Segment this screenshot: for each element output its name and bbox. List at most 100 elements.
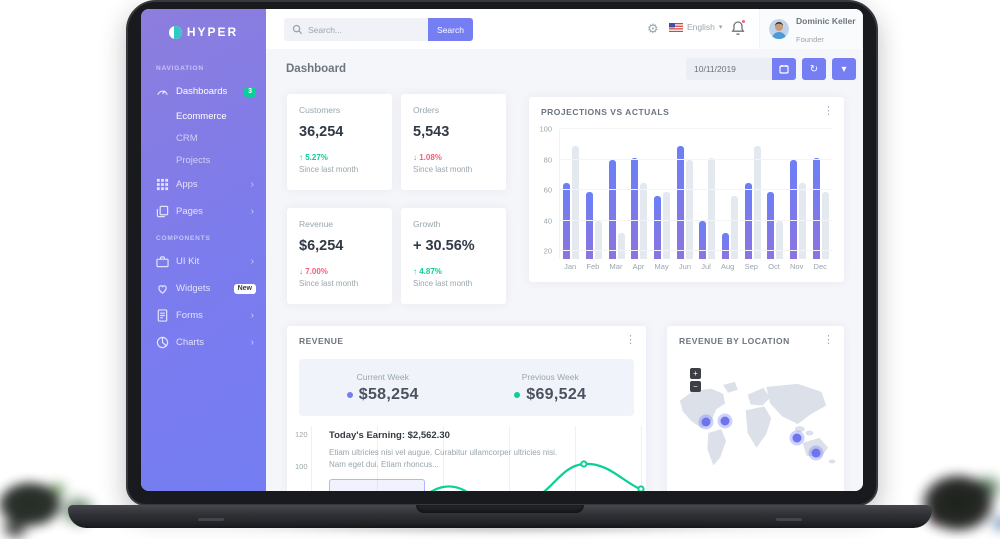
search-input[interactable] (284, 18, 428, 41)
x-axis-tick: Sep (744, 262, 758, 271)
sidebar-item-ui-kit[interactable]: UI Kit › (141, 248, 266, 275)
date-input[interactable] (686, 58, 772, 80)
projection-bar (821, 191, 829, 259)
language-selector[interactable]: English ▾ (669, 22, 722, 32)
projection-bar (640, 182, 648, 259)
map-marker-3[interactable] (792, 433, 802, 443)
map-zoom-controls: + − (690, 368, 701, 392)
x-axis-tick: Nov (790, 262, 804, 271)
current-week-label: Current Week (356, 371, 409, 382)
line-marker (580, 460, 588, 468)
stat-title: Growth (413, 219, 441, 229)
projection-bar (572, 145, 580, 259)
bar-group-mar (608, 129, 625, 259)
actual-bar (744, 182, 752, 259)
earning-title: Today's Earning: $2,562.30 (329, 430, 450, 441)
x-axis-tick: Feb (586, 262, 600, 271)
bar-group-apr (631, 129, 648, 259)
revenue-by-location-card: REVENUE BY LOCATION ⋮ + − (667, 326, 844, 491)
dropdown-button[interactable]: ▾ (832, 58, 856, 80)
revenue-card: REVENUE ⋮ Current Week $58,254 Previous … (287, 326, 646, 491)
y-axis-tick: 100 (539, 124, 552, 134)
sidebar-item-dashboards[interactable]: Dashboards 3 (141, 78, 266, 105)
y-axis-tick: 100 (295, 462, 308, 471)
bar-group-feb (585, 129, 602, 259)
projection-bar (776, 220, 784, 259)
card-title: PROJECTIONS VS ACTUALS (541, 107, 670, 117)
projection-bar (753, 145, 761, 259)
us-flag-icon (669, 22, 683, 32)
arrow-up-icon: ↑ (299, 153, 303, 162)
actual-bar (767, 191, 775, 259)
sidebar-item-forms[interactable]: Forms › (141, 302, 266, 329)
search-icon (292, 24, 303, 34)
chevron-right-icon: › (250, 206, 254, 217)
sidebar-item-label: Widgets (176, 283, 211, 294)
kebab-menu-icon[interactable]: ⋮ (625, 334, 636, 346)
revenue-cta-button[interactable] (329, 479, 425, 491)
projection-bar (798, 182, 806, 259)
gridline (560, 158, 832, 160)
sidebar: HYPER NAVIGATION Dashboards 3 Ecommerce … (141, 9, 266, 491)
previous-week: Previous Week $69,524 (467, 359, 635, 416)
search-button[interactable]: Search (428, 18, 473, 41)
line-marker (637, 485, 645, 491)
sidebar-item-apps[interactable]: Apps › (141, 171, 266, 198)
kebab-menu-icon[interactable]: ⋮ (823, 334, 834, 346)
chevron-right-icon: › (250, 337, 254, 348)
sidebar-item-projects[interactable]: Projects (176, 154, 211, 166)
zoom-in-button[interactable]: + (690, 368, 701, 379)
chevron-right-icon: › (250, 256, 254, 267)
pie-chart-icon (156, 336, 169, 349)
zoom-out-button[interactable]: − (690, 381, 701, 392)
sidebar-item-charts[interactable]: Charts › (141, 329, 266, 356)
x-axis-tick: May (654, 262, 669, 271)
sidebar-item-label: Apps (176, 179, 198, 190)
previous-week-label: Previous Week (521, 371, 579, 382)
sidebar-item-crm[interactable]: CRM (176, 132, 198, 144)
gear-icon[interactable]: ⚙ (647, 21, 659, 36)
actual-bar (812, 158, 820, 259)
sidebar-item-ecommerce[interactable]: Ecommerce (176, 110, 227, 122)
arrow-down-icon: ↓ (413, 153, 417, 162)
y-axis-tick: 120 (295, 430, 308, 439)
actual-bar (789, 159, 797, 259)
stat-change: ↑ 5.27% (299, 153, 328, 162)
screen: HYPER NAVIGATION Dashboards 3 Ecommerce … (141, 9, 863, 491)
x-axis-tick: Oct (768, 262, 780, 271)
gridline (560, 128, 832, 129)
nav-section-label: COMPONENTS (156, 235, 211, 242)
actual-bar (631, 158, 639, 259)
gridline (560, 250, 832, 252)
sidebar-item-pages[interactable]: Pages › (141, 198, 266, 225)
file-text-icon (156, 309, 169, 322)
actual-bar (676, 145, 684, 259)
laptop-base (68, 505, 932, 528)
kebab-menu-icon[interactable]: ⋮ (823, 105, 834, 117)
actual-bar (585, 191, 593, 259)
y-axis-tick: 20 (543, 246, 552, 256)
calendar-button[interactable] (772, 58, 796, 80)
map-marker-4[interactable] (811, 448, 821, 458)
laptop-shadow (95, 526, 905, 538)
sidebar-item-label: Forms (176, 310, 203, 321)
stat-value: 5,543 (413, 124, 450, 140)
user-menu[interactable]: Dominic Keller Founder (759, 9, 863, 49)
chevron-right-icon: › (250, 310, 254, 321)
refresh-button[interactable]: ↻ (802, 58, 826, 80)
nav-section-label: NAVIGATION (156, 65, 204, 72)
actual-bar (721, 233, 729, 259)
logo[interactable]: HYPER (141, 9, 266, 55)
bell-icon[interactable] (731, 19, 746, 36)
projection-bar (662, 191, 670, 259)
y-axis-tick: 80 (543, 155, 552, 165)
arrow-up-icon: ↑ (413, 267, 417, 276)
sidebar-item-widgets[interactable]: Widgets New (141, 275, 266, 302)
bar-group-jul (699, 129, 716, 259)
map-marker-2[interactable] (720, 416, 730, 426)
bar-group-jan (563, 129, 580, 259)
bar-group-dec (812, 129, 829, 259)
logo-text: HYPER (186, 25, 239, 39)
map-marker-1[interactable] (701, 417, 711, 427)
topbar: Search ⚙ English ▾ (266, 9, 863, 49)
